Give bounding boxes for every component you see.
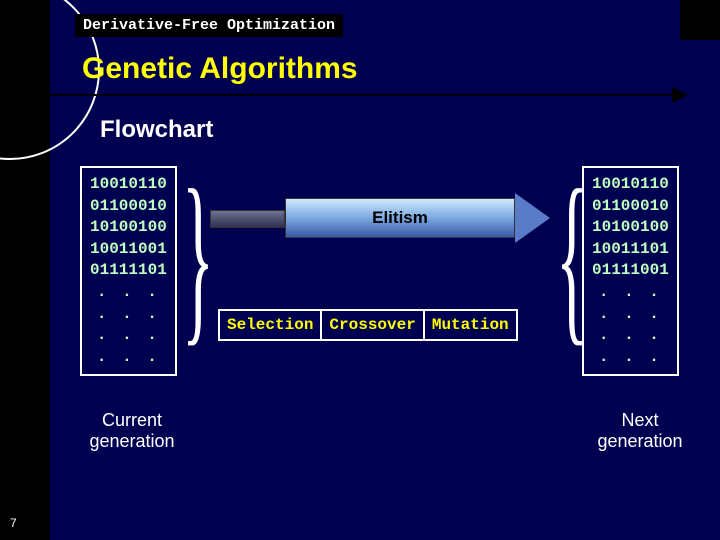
gen-row: . . . [592, 325, 669, 347]
gen-row: 10011001 [90, 239, 167, 261]
elitism-arrow-head [515, 193, 550, 243]
page-title: Genetic Algorithms [82, 52, 358, 86]
gen-row: 10011101 [592, 239, 669, 261]
gen-row: 01111101 [90, 260, 167, 282]
gen-row: 01111001 [592, 260, 669, 282]
gen-row: . . . [592, 282, 669, 304]
brace-left: } [182, 162, 214, 352]
gen-row: 01100010 [592, 196, 669, 218]
operations-row: Selection Crossover Mutation [218, 309, 518, 341]
subtitle: Flowchart [100, 116, 213, 144]
gen-row: . . . [90, 347, 167, 369]
gen-row: 10010110 [592, 174, 669, 196]
title-underline [50, 94, 675, 96]
gen-row: 10100100 [592, 217, 669, 239]
gen-row: . . . [90, 282, 167, 304]
op-mutation: Mutation [425, 309, 518, 341]
current-generation-box: 10010110 01100010 10100100 10011001 0111… [80, 166, 177, 376]
gen-row: . . . [90, 325, 167, 347]
gen-row: 10100100 [90, 217, 167, 239]
slide-number: 7 [10, 516, 17, 530]
elitism-arrow-tail [210, 210, 285, 228]
elitism-label: Elitism [285, 198, 515, 238]
op-selection: Selection [218, 309, 322, 341]
op-crossover: Crossover [322, 309, 424, 341]
gen-row: . . . [592, 304, 669, 326]
header-tag: Derivative-Free Optimization [75, 14, 343, 37]
elitism-arrow: Elitism [210, 198, 548, 238]
gen-row: . . . [592, 347, 669, 369]
gen-row: 01100010 [90, 196, 167, 218]
next-generation-label: Nextgeneration [580, 410, 700, 452]
next-generation-box: 10010110 01100010 10100100 10011101 0111… [582, 166, 679, 376]
top-right-block [680, 0, 720, 40]
brace-right: { [556, 162, 588, 352]
title-underline-arrow [672, 87, 688, 103]
gen-row: 10010110 [90, 174, 167, 196]
gen-row: . . . [90, 304, 167, 326]
current-generation-label: Currentgeneration [72, 410, 192, 452]
label-text: Nextgeneration [597, 410, 682, 451]
label-text: Currentgeneration [89, 410, 174, 451]
